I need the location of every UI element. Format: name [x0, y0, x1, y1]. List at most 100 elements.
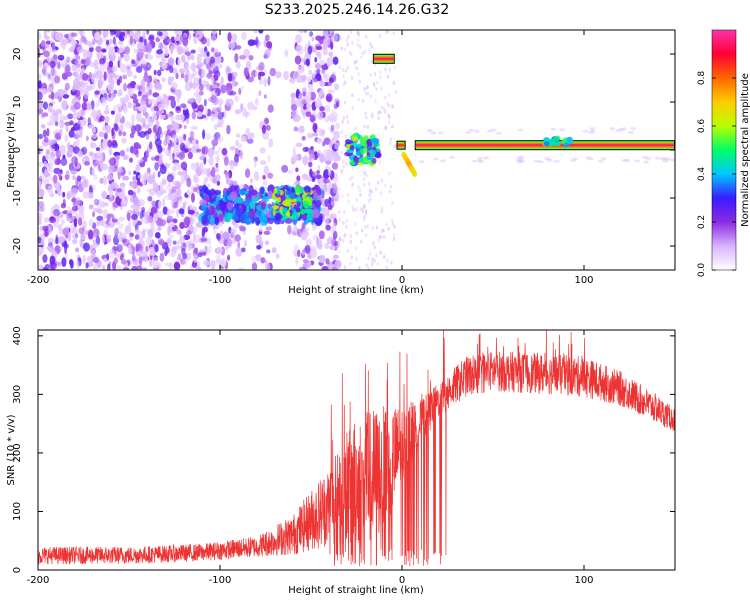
heatmap-cell [365, 173, 368, 178]
heatmap-cell [267, 75, 271, 86]
heatmap-cell [375, 87, 378, 92]
y-tick-label: -10 [12, 190, 23, 206]
heatmap-cell [170, 251, 176, 258]
heatmap-cell [357, 72, 360, 77]
heatmap-cell [167, 112, 173, 118]
heatmap-cell [295, 44, 302, 52]
heatmap-cell [151, 200, 157, 207]
heatmap-cell [267, 154, 271, 163]
heatmap-cell [385, 30, 388, 34]
heatmap-cell [71, 205, 79, 212]
heatmap-cell [349, 30, 353, 35]
heatmap-cell [392, 237, 396, 241]
heatmap-cell [176, 208, 179, 218]
heatmap-cell [178, 235, 185, 245]
heatmap-cell [307, 91, 312, 101]
heatmap-cell [92, 127, 96, 134]
heatmap-cell [111, 184, 119, 189]
heatmap-cell [342, 116, 346, 121]
heatmap-cell [47, 185, 54, 195]
heatmap-cell [55, 184, 61, 192]
heatmap-cell [138, 130, 146, 138]
heatmap-cell [233, 162, 239, 167]
top-x-axis-label: Height of straight line (km) [288, 285, 424, 296]
heatmap-cell [192, 231, 197, 241]
heatmap-cell [385, 222, 388, 227]
heatmap-cell [158, 200, 162, 210]
heatmap-cell [81, 84, 86, 94]
heatmap-cell [127, 225, 131, 234]
heatmap-cell [197, 104, 204, 112]
heatmap-cell [265, 226, 273, 231]
heatmap-cell [350, 75, 354, 80]
heatmap-cell [251, 262, 258, 270]
heatmap-cell [294, 55, 302, 65]
heatmap-cell [350, 52, 353, 57]
heatmap-cell [182, 202, 186, 209]
heatmap-cell [356, 42, 359, 47]
heatmap-cell [186, 177, 192, 188]
heatmap-cell [356, 150, 361, 156]
heatmap-cell [109, 189, 114, 198]
heatmap-cell [184, 51, 192, 56]
heatmap-cell [65, 170, 70, 178]
bottom-y-axis-label: SNR (10 * v/v) [6, 414, 17, 485]
heatmap-cell [255, 234, 263, 244]
heatmap-cell [374, 151, 382, 159]
heatmap-cell [145, 245, 149, 253]
x-tick-label: -200 [27, 575, 50, 586]
heatmap-cell [184, 139, 191, 149]
heatmap-cell [152, 171, 156, 180]
heatmap-cell [140, 96, 148, 105]
heatmap-cell [66, 190, 72, 201]
heatmap-cell [324, 198, 330, 208]
heatmap-cell [373, 139, 378, 148]
heatmap-cell [191, 111, 197, 120]
heatmap-cell [199, 90, 204, 96]
heatmap-cell [186, 230, 192, 236]
heatmap-cell [114, 123, 119, 132]
heatmap-cell [306, 176, 313, 182]
heatmap-cell [309, 91, 317, 101]
heatmap-cell [122, 154, 129, 161]
heatmap-cell [202, 251, 207, 256]
heatmap-cell [157, 210, 164, 219]
heatmap-cell [139, 36, 144, 44]
heatmap-cell [305, 103, 312, 109]
heatmap-cell [254, 216, 260, 222]
heatmap-cell [129, 36, 134, 45]
heatmap-cell [210, 76, 215, 84]
heatmap-cell [362, 176, 366, 181]
heatmap-cell [142, 267, 148, 270]
heatmap-cell [355, 143, 362, 149]
heatmap-cell [287, 169, 293, 175]
heatmap-cell [147, 54, 154, 60]
heatmap-cell [132, 97, 139, 104]
heatmap-cell [128, 157, 134, 163]
heatmap-cell [172, 218, 178, 224]
heatmap-cell [376, 180, 380, 185]
heatmap-cell [147, 127, 152, 135]
heatmap-cell [351, 205, 355, 209]
heatmap-cell [267, 190, 273, 200]
heatmap-cell [393, 224, 396, 229]
heatmap-cell [195, 30, 199, 38]
heatmap-cell [65, 124, 69, 133]
heatmap-cell [215, 253, 222, 260]
heatmap-cell [61, 38, 69, 46]
heatmap-cell [258, 214, 264, 222]
heatmap-cell [205, 207, 210, 217]
heatmap-cell [161, 61, 168, 70]
heatmap-cell [112, 36, 116, 45]
heatmap-cell [133, 74, 137, 80]
heatmap-cell [213, 229, 217, 235]
heatmap-cell [95, 45, 102, 53]
heatmap-cell [96, 220, 101, 226]
heatmap-cell [93, 59, 99, 70]
heatmap-cell [38, 201, 44, 209]
heatmap-cell [167, 242, 172, 247]
heatmap-cell [81, 67, 85, 73]
heatmap-cell [249, 201, 256, 210]
heatmap-cell [170, 199, 174, 207]
heatmap-cell [234, 109, 242, 115]
